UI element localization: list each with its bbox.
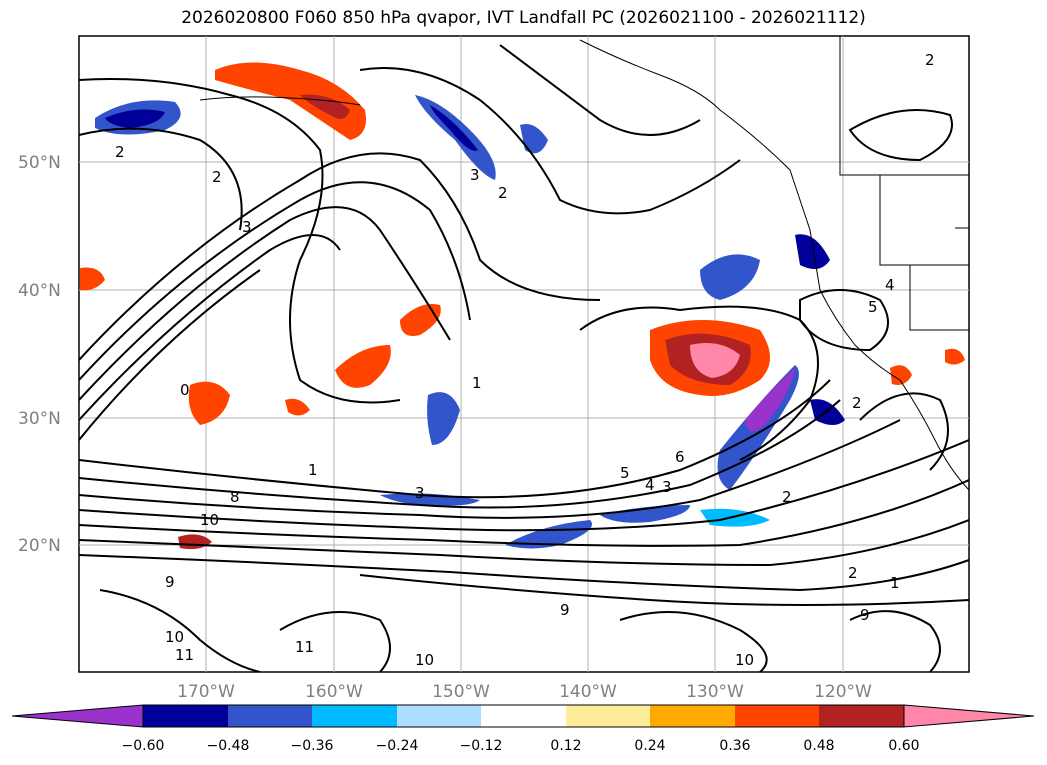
lat-label-30n: 30°N xyxy=(18,409,61,429)
colorbar-segment xyxy=(228,705,312,727)
colorbar-segment xyxy=(735,705,819,727)
contour-label: 10 xyxy=(735,651,754,669)
contour-label: 5 xyxy=(868,298,878,316)
colorbar-segment xyxy=(819,705,904,727)
contour-label: 10 xyxy=(415,651,434,669)
colorbar-labels: −0.60 −0.48 −0.36 −0.24 −0.12 0.12 0.24 … xyxy=(122,738,920,754)
lon-label-170w: 170°W xyxy=(177,682,235,702)
colorbar-segment xyxy=(11,704,144,728)
contour-label: 3 xyxy=(415,484,425,502)
latitude-labels: 50°N 40°N 30°N 20°N xyxy=(18,153,61,556)
contour-label: 4 xyxy=(885,276,895,294)
ivt-contours xyxy=(79,44,969,672)
contour-label: 4 xyxy=(645,476,655,494)
lon-label-160w: 160°W xyxy=(305,682,363,702)
map-frame xyxy=(78,35,970,673)
contour-label: 2 xyxy=(848,564,858,582)
lon-label-130w: 130°W xyxy=(686,682,744,702)
lat-label-20n: 20°N xyxy=(18,536,61,556)
lat-label-40n: 40°N xyxy=(18,281,61,301)
colorbar-label: 0.60 xyxy=(888,738,919,754)
contour-label: 9 xyxy=(860,606,870,624)
lon-label-150w: 150°W xyxy=(432,682,490,702)
contour-labels: 2 2 3 3 2 2 0 1 1 8 10 3 5 6 4 3 2 2 9 9… xyxy=(115,51,935,669)
contour-label: 6 xyxy=(675,448,685,466)
colorbar-label: 0.24 xyxy=(634,738,665,754)
negative-anomaly-shading xyxy=(95,95,845,549)
colorbar-label: 0.36 xyxy=(719,738,750,754)
map-title: 2026020800 F060 850 hPa qvapor, IVT Land… xyxy=(181,8,866,28)
contour-label: 9 xyxy=(560,601,570,619)
colorbar-segment xyxy=(143,705,228,727)
colorbar-segment xyxy=(312,705,397,727)
coastlines xyxy=(199,36,969,491)
contour-label: 3 xyxy=(662,478,672,496)
lat-label-50n: 50°N xyxy=(18,153,61,173)
contour-label: 2 xyxy=(925,51,935,69)
colorbar-segment xyxy=(566,705,650,727)
colorbar-segment xyxy=(481,705,566,727)
contour-label: 3 xyxy=(242,218,252,236)
colorbar-label: −0.12 xyxy=(460,738,503,754)
contour-label: 5 xyxy=(620,464,630,482)
colorbar xyxy=(11,704,1035,728)
colorbar-segment xyxy=(903,704,1035,728)
colorbar-segment xyxy=(650,705,735,727)
positive-anomaly-shading xyxy=(80,62,965,550)
contour-label: 1 xyxy=(890,574,900,592)
contour-label: 1 xyxy=(308,461,318,479)
colorbar-label: −0.48 xyxy=(207,738,250,754)
contour-label: 2 xyxy=(212,168,222,186)
lon-label-140w: 140°W xyxy=(559,682,617,702)
colorbar-label: 0.12 xyxy=(550,738,581,754)
contour-label: 2 xyxy=(115,143,125,161)
contour-label: 9 xyxy=(165,573,175,591)
lon-label-120w: 120°W xyxy=(814,682,872,702)
longitude-labels: 170°W 160°W 150°W 140°W 130°W 120°W xyxy=(177,682,872,702)
contour-label: 2 xyxy=(782,488,792,506)
contour-label: 0 xyxy=(180,381,190,399)
contour-label: 11 xyxy=(175,646,194,664)
contour-label: 10 xyxy=(165,628,184,646)
colorbar-label: −0.60 xyxy=(122,738,165,754)
colorbar-segment xyxy=(397,705,481,727)
graticule xyxy=(79,36,969,672)
contour-label: 1 xyxy=(472,374,482,392)
contour-label: 2 xyxy=(852,394,862,412)
colorbar-label: −0.24 xyxy=(376,738,419,754)
contour-label: 3 xyxy=(470,166,480,184)
colorbar-label: −0.36 xyxy=(291,738,334,754)
contour-label: 10 xyxy=(200,511,219,529)
contour-label: 11 xyxy=(295,638,314,656)
contour-label: 8 xyxy=(230,488,240,506)
colorbar-label: 0.48 xyxy=(803,738,834,754)
contour-label: 2 xyxy=(498,184,508,202)
